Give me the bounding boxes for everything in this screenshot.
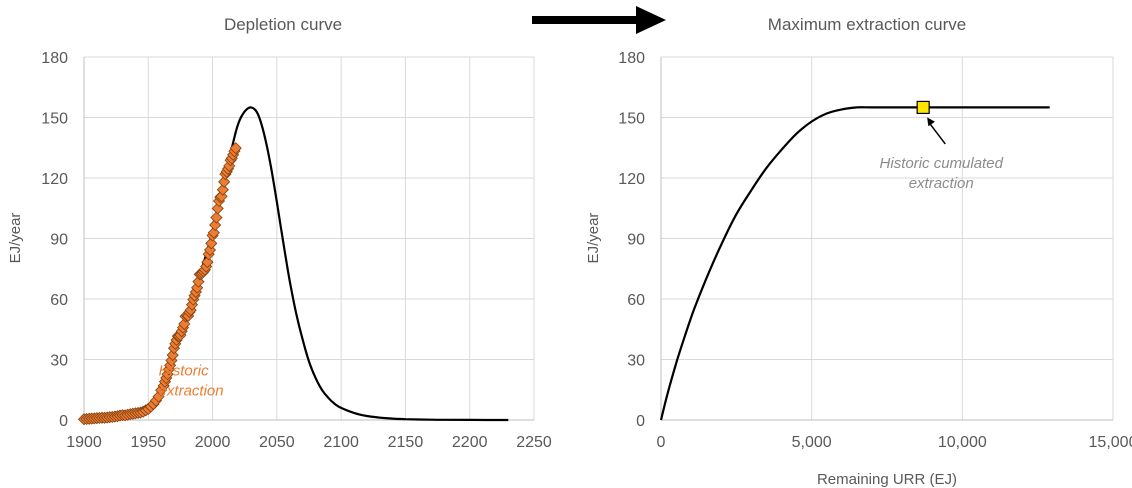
x-tick-label: 2100 <box>323 434 359 451</box>
annotation-pointer-arrow <box>927 120 946 145</box>
max-extraction-x-axis-label: Remaining URR (EJ) <box>817 471 957 488</box>
historic-cumulated-marker <box>916 100 930 115</box>
y-tick-label: 120 <box>618 171 645 188</box>
y-tick-label: 150 <box>41 111 68 128</box>
max-extraction-gridlines <box>661 56 1114 420</box>
depletion-chart-title: Depletion curve <box>224 15 342 34</box>
y-tick-label: 30 <box>627 353 645 370</box>
historic-extraction-label-line2: extraction <box>159 383 224 400</box>
historic-extraction-label-line1: Historic <box>159 363 210 380</box>
max-extraction-axes <box>660 57 1113 421</box>
x-tick-label: 2150 <box>388 434 424 451</box>
y-tick-label: 60 <box>627 292 645 309</box>
historic-point <box>229 142 242 155</box>
x-tick-label: 1950 <box>130 434 166 451</box>
y-tick-label: 150 <box>618 111 645 128</box>
depletion-gridlines <box>84 56 535 420</box>
y-tick-label: 90 <box>627 232 645 249</box>
x-tick-label: 15,000 <box>1089 434 1132 451</box>
y-tick-label: 180 <box>618 50 645 67</box>
historic-point <box>211 202 224 215</box>
y-tick-label: 0 <box>59 413 68 430</box>
max-extraction-y-tick-labels: 0 30 60 90 120 150 180 <box>618 50 645 430</box>
depletion-x-tick-labels: 1900 1950 2000 2050 2100 2150 2200 2250 <box>66 434 552 451</box>
depletion-curve-line <box>83 106 509 422</box>
depletion-y-tick-labels: 0 30 60 90 120 150 180 <box>41 50 68 430</box>
historic-cumulated-label-line2: extraction <box>909 175 974 192</box>
historic-extraction-markers <box>77 142 242 426</box>
historic-point <box>218 175 231 188</box>
x-tick-label: 2200 <box>452 434 488 451</box>
x-tick-label: 10,000 <box>938 434 987 451</box>
max-extraction-y-axis-label: EJ/year <box>585 213 602 264</box>
historic-point <box>178 317 191 331</box>
x-tick-label: 1900 <box>66 434 102 451</box>
historic-point <box>201 256 214 269</box>
y-tick-label: 180 <box>41 50 68 67</box>
x-tick-label: 5,000 <box>792 434 832 451</box>
depletion-chart: Depletion curve EJ/year 1900 1950 2000 2050… <box>7 15 552 451</box>
arrow-right-icon <box>532 6 666 34</box>
y-tick-label: 30 <box>50 353 68 370</box>
x-tick-label: 2000 <box>195 434 231 451</box>
y-tick-label: 90 <box>50 232 68 249</box>
y-tick-label: 0 <box>636 413 645 430</box>
max-extraction-x-tick-labels: 0 5,000 10,000 15,000 <box>657 434 1132 451</box>
y-tick-label: 120 <box>41 171 68 188</box>
max-extraction-curve-line <box>659 106 1050 421</box>
max-extraction-chart-title: Maximum extraction curve <box>768 15 966 34</box>
y-tick-label: 60 <box>50 292 68 309</box>
depletion-y-axis-label: EJ/year <box>7 213 24 264</box>
annotation-pointer-arrowhead <box>927 117 935 127</box>
historic-cumulated-label-line1: Historic cumulated <box>880 155 1004 172</box>
x-tick-label: 2250 <box>516 434 552 451</box>
historic-point <box>216 183 229 196</box>
maximum-extraction-chart: Maximum extraction curve EJ/year Remaini… <box>585 15 1132 488</box>
historic-point <box>207 226 220 239</box>
historic-cumulated-point <box>916 100 930 115</box>
historic-point <box>205 237 218 250</box>
historic-point <box>210 211 223 224</box>
x-tick-label: 0 <box>657 434 666 451</box>
x-tick-label: 2050 <box>259 434 295 451</box>
historic-point <box>209 218 222 232</box>
